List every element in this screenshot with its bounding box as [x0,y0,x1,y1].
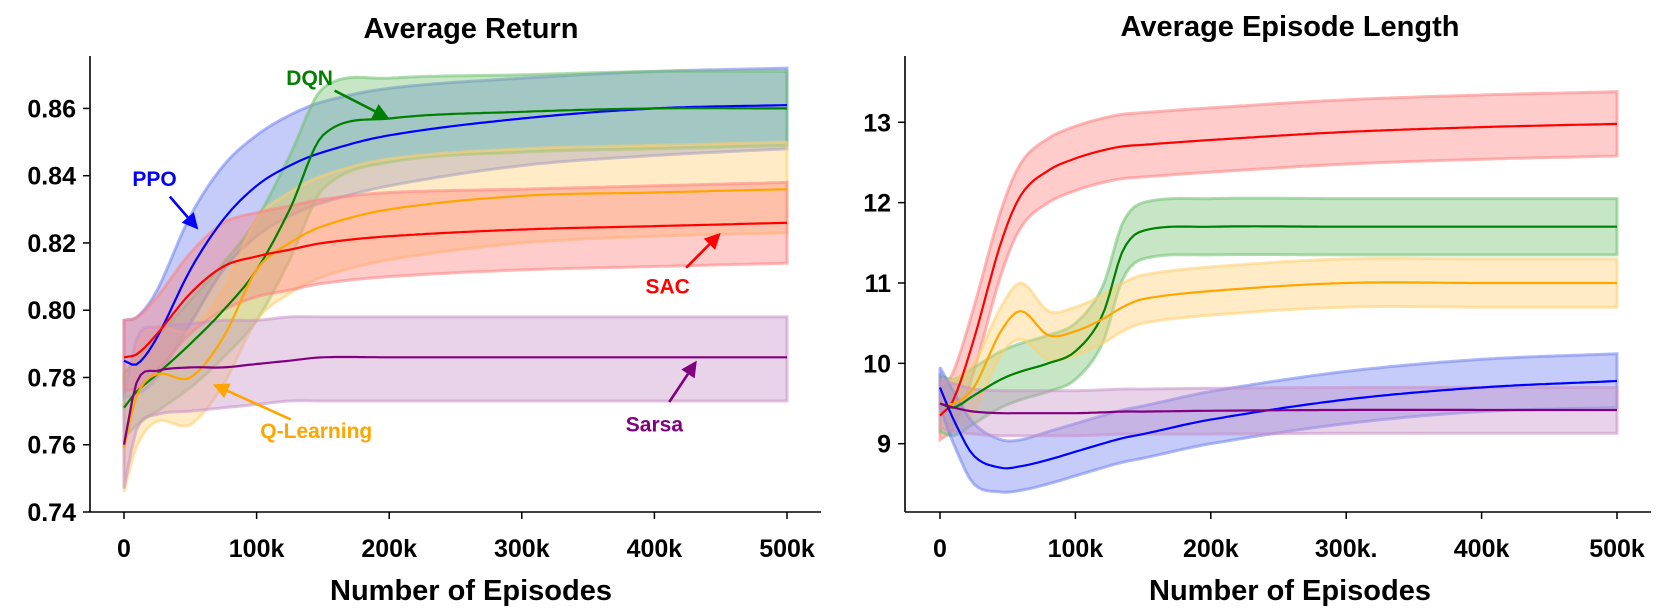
annotation-arrow-q-learning [226,389,292,421]
annotation-arrow-ppo [168,195,189,219]
annotation-arrowhead-q-learning [212,383,231,399]
x-axis-label: Number of Episodes [330,575,612,607]
annotation-ppo: PPO [132,168,176,191]
chart-average-return: Average Return 0.740.760.780.800.820.840… [27,13,821,607]
annotation-dqn: DQN [286,67,333,90]
annotation-q-learning: Q-Learning [260,420,372,443]
band-q-learning [938,256,1619,431]
band-dqn [938,196,1619,438]
y-tick-label: 0.78 [27,364,76,392]
y-tick-label: 0.74 [27,499,76,527]
x-tick-label: 300k. [1315,535,1378,563]
annotation-arrow-sarsa [668,373,690,403]
x-tick-label: 400k [627,535,683,563]
x-tick-label: 400k [1454,535,1510,563]
annotation-sac: SAC [645,275,689,298]
band-sarsa [122,315,789,489]
annotation-sarsa: Sarsa [626,413,684,436]
line-sac [123,221,788,359]
annotation-arrowhead-sac [703,232,721,250]
x-tick-label: 0 [117,535,131,563]
line-dqn [939,225,1617,409]
chart-title: Average Return [364,13,579,45]
y-tick-label: 11 [865,270,892,298]
x-tick-label: 300k [494,535,550,563]
x-tick-label: 500k [759,535,815,563]
annotation-arrowhead-dqn [371,104,390,119]
annotation-arrow-sac [685,243,711,269]
y-tick-label: 10 [863,350,891,378]
y-tick-label: 0.76 [27,432,76,460]
chart-title: Average Episode Length [1121,11,1460,43]
line-sarsa [939,402,1617,415]
x-tick-label: 0 [933,535,947,563]
plot-area: 9 10 11 12 13 0 100k 200k 300k. 400k 500k [863,56,1651,563]
x-axis-label: Number of Episodes [1149,575,1431,607]
band-sac [938,90,1619,443]
chart-average-episode-length: Average Episode Length 9 10 11 12 13 0 100k 200… [863,11,1651,607]
y-tick-label: 9 [877,431,891,459]
y-tick-label: 0.82 [27,230,76,258]
plot-area: 0.74 0.76 0.78 0.80 0.82 0.84 0.86 0 100k 200k 300… [27,56,821,563]
y-tick-label: 0.84 [27,163,76,191]
line-sarsa [122,355,787,445]
y-tick-label: 0.80 [27,297,76,325]
x-tick-label: 200k [361,535,417,563]
x-tick-label: 200k [1183,535,1239,563]
y-tick-label: 12 [863,190,891,218]
annotation-arrow-dqn [333,89,376,113]
line-q-learning [122,188,788,449]
band-sac [122,180,789,393]
line-dqn [123,107,787,409]
line-ppo [938,379,1618,470]
x-tick-label: 100k [1048,535,1104,563]
annotation-arrowhead-sarsa [681,360,697,379]
y-tick-label: 0.86 [27,95,76,123]
line-q-learning [939,281,1617,406]
x-tick-label: 500k [1589,535,1645,563]
x-tick-label: 100k [229,535,285,563]
y-tick-label: 13 [863,109,891,137]
annotation-arrowhead-ppo [181,212,199,230]
line-sac [939,122,1618,417]
